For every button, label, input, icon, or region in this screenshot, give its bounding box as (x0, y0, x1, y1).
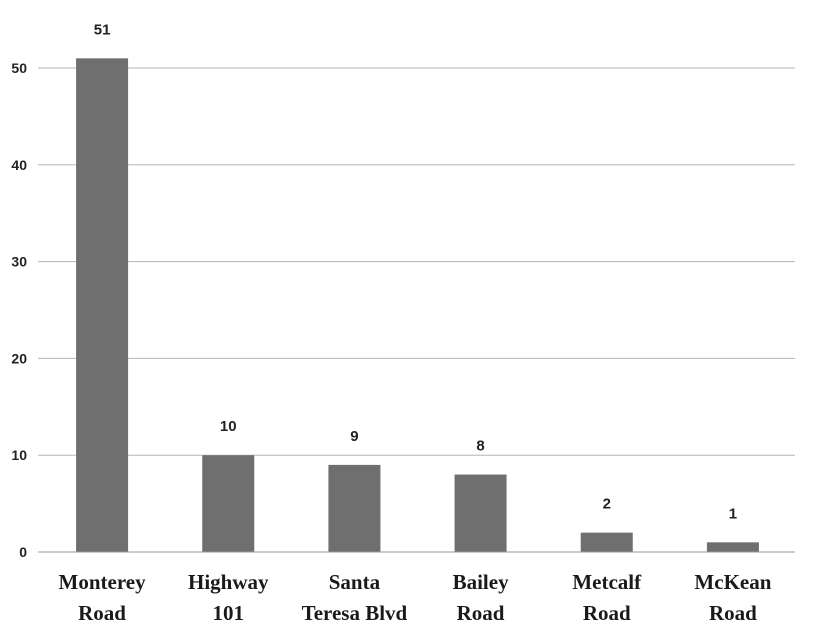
category-label-3-line-1: Road (457, 601, 505, 625)
category-label-0-line-1: Road (78, 601, 126, 625)
category-label-3-line-0: Bailey (453, 570, 509, 594)
bar-0 (76, 58, 129, 552)
category-label-5-line-1: Road (709, 601, 757, 625)
bar-3 (454, 474, 507, 552)
category-label-4-line-0: Metcalf (572, 570, 642, 594)
gridlines (38, 67, 795, 456)
category-label-4-line-1: Road (583, 601, 631, 625)
data-label-4: 2 (603, 496, 611, 513)
category-label-5-line-0: McKean (694, 570, 771, 594)
y-tick-label-20: 20 (11, 350, 27, 366)
bar-4 (580, 532, 633, 552)
y-tick-label-30: 30 (11, 254, 27, 270)
bar-2 (328, 464, 381, 552)
x-axis-category-labels: Monterey Road Highway 101 Santa Teresa Blvd Ba… (59, 570, 772, 625)
data-label-0: 51 (94, 21, 111, 38)
y-tick-label-0: 0 (19, 544, 27, 560)
category-label-1-line-0: Highway (188, 570, 269, 594)
data-label-5: 1 (729, 505, 737, 522)
y-tick-label-50: 50 (11, 60, 27, 76)
data-labels: 51 10 9 8 2 1 (94, 21, 737, 522)
category-label-2-line-0: Santa (329, 570, 381, 594)
category-label-2-line-1: Teresa Blvd (302, 601, 408, 625)
data-label-3: 8 (476, 438, 484, 455)
bar-5 (706, 542, 759, 552)
bar-1 (202, 455, 255, 552)
category-label-1-line-1: 101 (213, 601, 245, 625)
data-label-1: 10 (220, 418, 237, 435)
y-tick-label-40: 40 (11, 157, 27, 173)
y-tick-label-10: 10 (11, 447, 27, 463)
y-axis-tick-labels: 0 10 20 30 40 50 (11, 60, 27, 560)
category-label-0-line-0: Monterey (59, 570, 147, 594)
data-label-2: 9 (350, 428, 358, 445)
bars (76, 58, 759, 552)
